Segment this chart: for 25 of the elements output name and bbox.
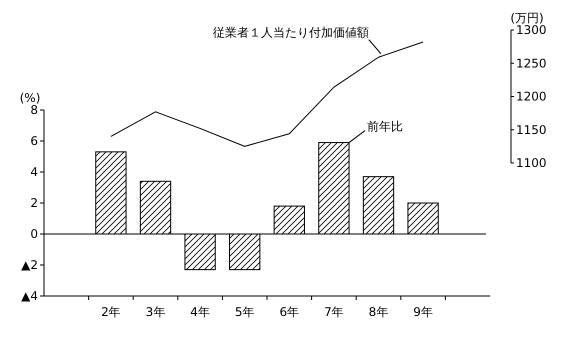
y-tick-label: 4 (30, 165, 38, 179)
y-tick-label: 0 (30, 227, 38, 241)
x-tick-label: 6年 (279, 305, 300, 319)
y-tick-label: 1150 (516, 122, 547, 137)
line-series (110, 41, 424, 147)
y-axis-title: (万円) (510, 11, 544, 25)
series-label: 前年比 (367, 120, 404, 134)
y-tick-label: ▲2 (21, 258, 38, 272)
y-tick-label: 6 (30, 134, 38, 148)
y-tick-label: 1250 (516, 56, 547, 70)
y-tick-label: 1300 (516, 23, 547, 37)
x-tick-label: 5年 (234, 305, 255, 319)
y-tick-label: 8 (30, 103, 38, 117)
x-tick-label: 8年 (368, 305, 388, 319)
x-tick-label: 2年 (101, 305, 121, 319)
x-tick-label: 9年 (413, 305, 433, 319)
y-axis-title: (%) (20, 91, 40, 105)
x-tick-label: 3年 (146, 305, 166, 319)
series-label: 従業者１人当たり付加価値額 (212, 26, 369, 40)
y-tick-label: 2 (30, 196, 38, 210)
y-tick-label: 1200 (516, 90, 547, 104)
y-tick-label: 1100 (516, 156, 547, 170)
x-tick-label: 4年 (190, 305, 210, 319)
y-tick-label: ▲4 (21, 289, 38, 303)
x-tick-label: 7年 (324, 305, 344, 319)
